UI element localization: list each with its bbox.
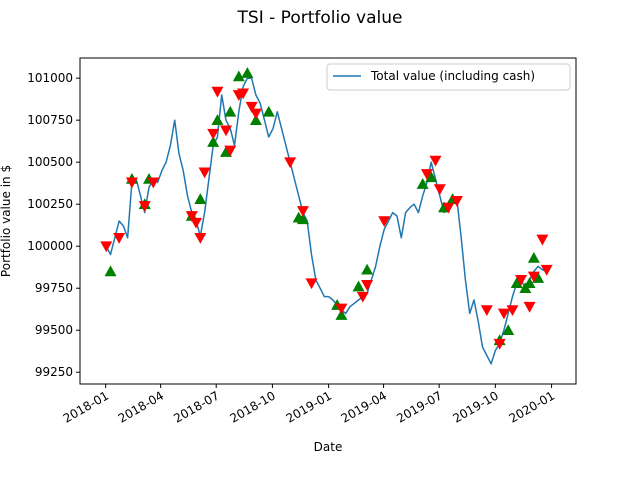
sell-marker <box>536 234 549 246</box>
sell-marker <box>194 233 207 244</box>
sell-marker <box>506 305 519 317</box>
legend-box <box>326 63 571 91</box>
y-tick-label: 99500 <box>35 323 73 337</box>
buy-marker <box>510 277 523 288</box>
sell-marker <box>429 155 442 167</box>
buy-marker <box>502 324 515 336</box>
x-axis: 2018-01 2018-04 2018-07 2018-10 2019-01 2019-… <box>61 384 557 426</box>
sell-marker <box>224 145 237 157</box>
y-tick-label: 100000 <box>27 239 73 253</box>
buy-marker <box>241 67 254 78</box>
buy-marker <box>194 193 207 204</box>
sell-marker <box>378 216 391 227</box>
sell-marker <box>138 201 151 212</box>
sell-marker <box>433 184 446 196</box>
sell-marker <box>147 177 160 189</box>
sell-marker <box>245 101 258 113</box>
buy-marker <box>523 277 536 288</box>
legend-entry-total-value: Total value (including cash) <box>370 69 535 83</box>
sell-marker <box>515 275 528 286</box>
x-tick-label: 2019-07 <box>394 388 444 425</box>
sell-marker <box>100 241 113 253</box>
sell-marker <box>305 278 318 290</box>
y-axis: 99250 99500 99750 100000 100250 100500 100750 1… <box>27 71 80 379</box>
y-tick-label: 100250 <box>27 197 73 211</box>
sell-marker <box>420 169 433 180</box>
x-tick-label: 2019-04 <box>339 388 389 425</box>
sell-marker <box>185 211 198 222</box>
plot-frame <box>79 57 577 385</box>
sell-marker <box>493 338 506 350</box>
sell-marker <box>249 108 262 120</box>
buy-marker <box>527 251 540 263</box>
y-axis-label: Portfolio value in $ <box>0 165 13 277</box>
x-tick-label: 2018-01 <box>61 388 111 425</box>
buy-marker <box>249 114 262 125</box>
sell-marker <box>198 167 211 179</box>
x-tick-label: 2020-01 <box>507 388 557 425</box>
sell-marker <box>211 86 224 98</box>
x-tick-label: 2018-04 <box>116 388 166 425</box>
buy-marker <box>425 171 438 183</box>
sell-marker <box>442 202 455 214</box>
buy-marker <box>219 146 232 157</box>
sell-marker <box>356 291 369 303</box>
x-tick-label: 2018-10 <box>227 388 277 425</box>
sell-marker <box>361 280 374 291</box>
sell-marker <box>296 206 309 217</box>
x-axis-label: Date <box>314 440 343 454</box>
buy-marker <box>207 136 220 147</box>
sell-marker <box>497 308 510 320</box>
y-tick-label: 101000 <box>27 71 73 85</box>
x-tick-label: 2019-10 <box>450 388 500 425</box>
buy-marker <box>262 105 275 117</box>
sell-marker <box>527 271 540 283</box>
buy-marker <box>335 309 348 320</box>
x-tick-label: 2019-01 <box>284 388 334 425</box>
legend: Total value (including cash) <box>326 63 571 91</box>
series-layer <box>105 77 547 365</box>
buy-marker <box>224 105 237 117</box>
y-tick-label: 100500 <box>27 155 73 169</box>
sell-marker <box>523 301 536 313</box>
sell-marker <box>113 233 126 244</box>
sell-marker <box>237 88 250 100</box>
buy-marker <box>416 178 429 189</box>
buy-marker <box>232 70 245 82</box>
y-tick-label: 99250 <box>35 365 73 379</box>
y-tick-label: 99750 <box>35 281 73 295</box>
sell-marker <box>219 125 232 137</box>
sell-marker <box>480 305 493 317</box>
buy-marker <box>296 213 309 225</box>
sell-marker <box>190 217 203 229</box>
sell-marker <box>125 177 138 189</box>
series-line-0 <box>105 77 547 365</box>
buy-marker <box>361 263 374 275</box>
sell-marker <box>540 264 553 276</box>
sell-marker <box>450 196 463 207</box>
sell-marker <box>284 157 297 169</box>
buy-marker <box>352 280 365 292</box>
y-tick-label: 100750 <box>27 113 73 127</box>
sell-marker <box>335 303 348 315</box>
buy-marker <box>532 272 545 283</box>
x-tick-label: 2018-07 <box>171 388 221 425</box>
buy-marker <box>104 265 117 277</box>
sell-marker <box>207 128 220 140</box>
buy-marker <box>211 114 224 125</box>
marker-layer <box>100 67 553 350</box>
chart-title: TSI - Portfolio value <box>237 8 403 28</box>
